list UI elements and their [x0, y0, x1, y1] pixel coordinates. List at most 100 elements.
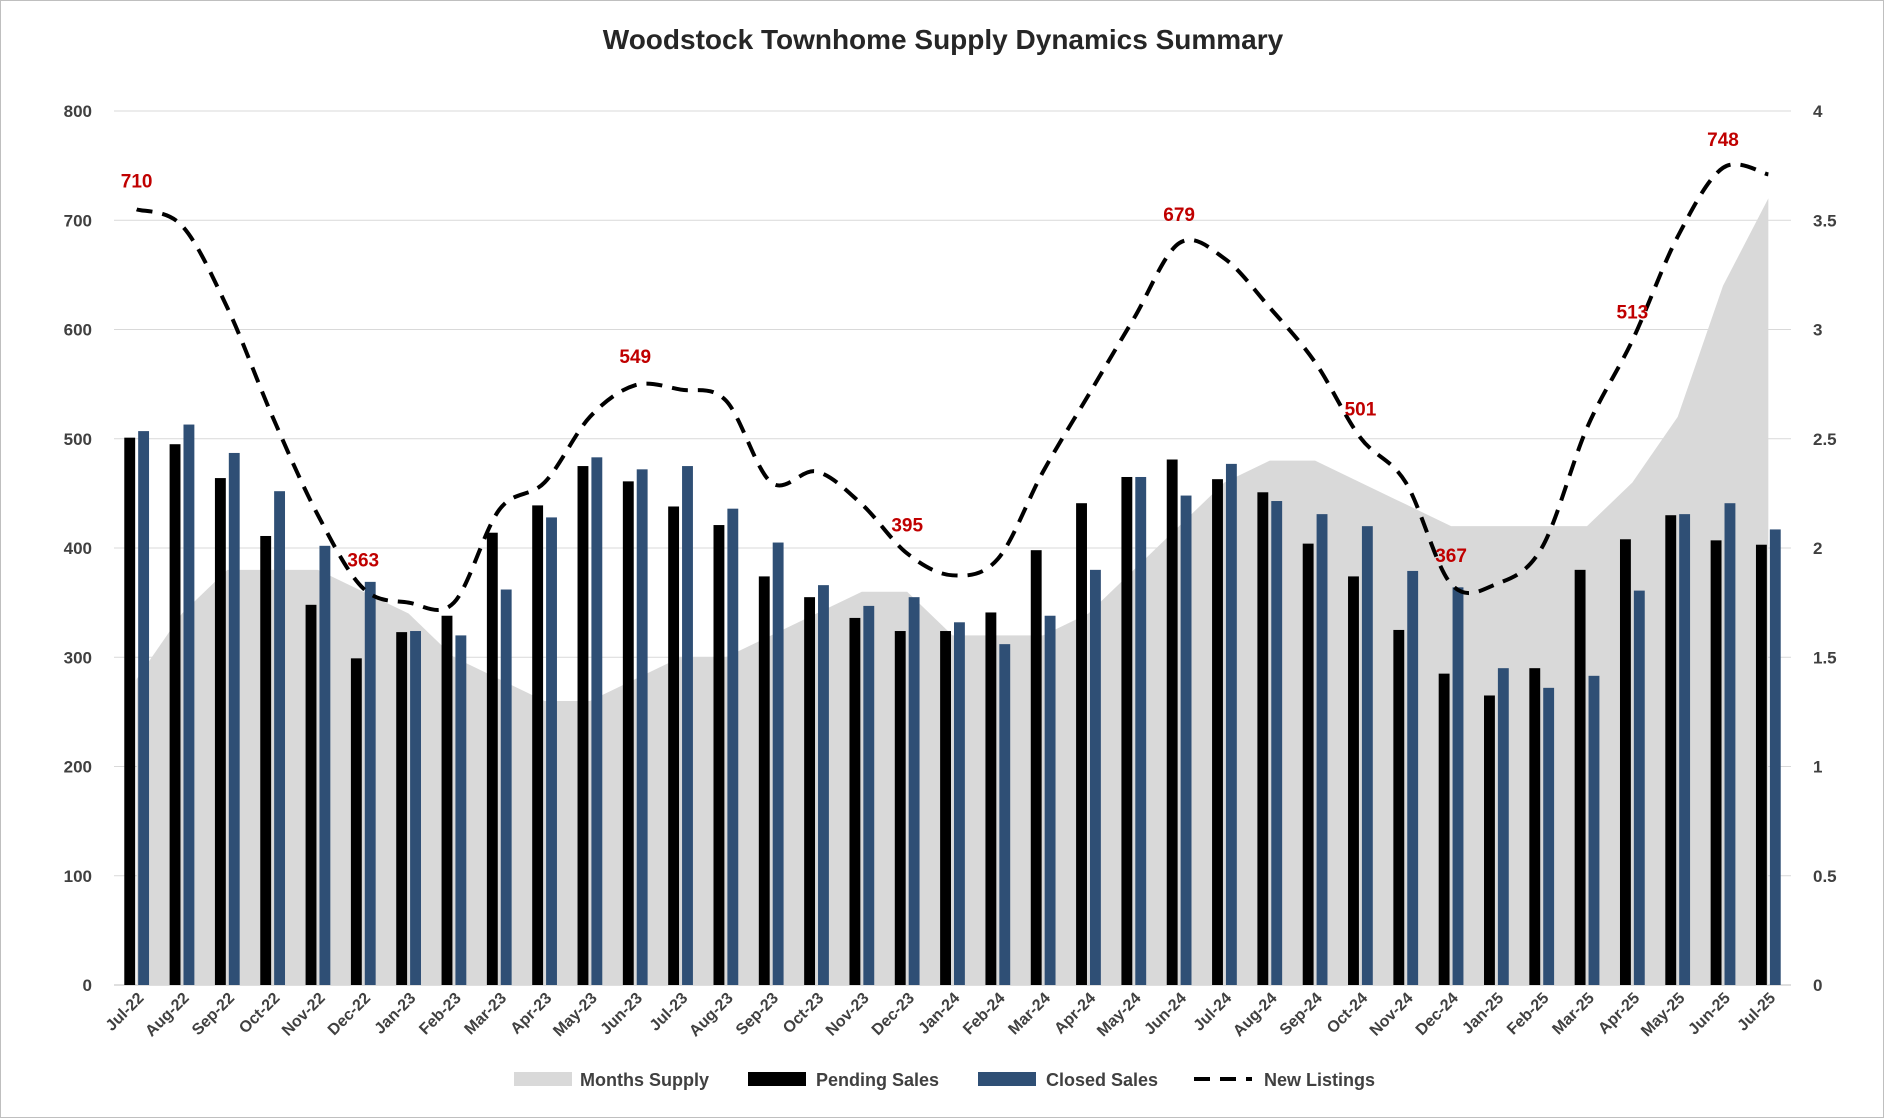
x-tick-label: Mar-24: [1005, 990, 1054, 1039]
y-right-tick-label: 2: [1813, 539, 1822, 558]
closed-sales-bar: [1407, 570, 1419, 985]
pending-sales-bar: [1619, 539, 1631, 985]
closed-sales-bar: [1679, 514, 1691, 985]
y-left-tick-label: 400: [64, 539, 92, 558]
closed-sales-bar: [591, 457, 603, 985]
closed-sales-bar: [682, 466, 693, 985]
closed-sales-bar: [727, 508, 739, 985]
new-listings-data-label: 748: [1707, 130, 1739, 151]
new-listings-line: [135, 162, 1769, 613]
legend-swatch-months-supply: [514, 1072, 572, 1086]
closed-sales-bar: [908, 597, 920, 985]
closed-sales-bar: [863, 605, 875, 985]
pending-sales-bar: [713, 525, 725, 985]
x-tick-label: Jun-23: [598, 990, 647, 1039]
closed-sales-bar: [138, 431, 150, 985]
x-tick-label: Jan-23: [372, 990, 420, 1038]
pending-sales-bar: [214, 478, 226, 985]
pending-sales-bar: [1212, 479, 1223, 985]
x-tick-label: Oct-23: [780, 990, 827, 1037]
closed-sales-bar: [1316, 514, 1328, 985]
pending-sales-bar: [1710, 540, 1722, 985]
months-supply-area: [136, 198, 1769, 985]
y-right-tick-label: 4: [1813, 102, 1823, 121]
x-tick-label: Jul-22: [103, 990, 148, 1035]
x-tick-label: Apr-23: [508, 990, 556, 1038]
x-tick-label: Feb-25: [1504, 990, 1553, 1039]
pending-sales-bar: [532, 505, 544, 985]
pending-sales-bar: [305, 604, 317, 985]
x-tick-label: Oct-24: [1324, 990, 1371, 1037]
x-tick-label: Sep-24: [1277, 990, 1326, 1039]
closed-sales-bar: [546, 517, 557, 985]
x-tick-label: Jun-24: [1141, 990, 1190, 1039]
pending-sales-bar: [894, 631, 906, 985]
closed-sales-bar: [954, 622, 965, 985]
x-tick-label: Nov-22: [279, 990, 329, 1040]
y-left-tick-label: 700: [64, 211, 92, 230]
pending-sales-bar: [396, 632, 408, 985]
x-tick-label: Nov-23: [823, 990, 873, 1040]
y-left-tick-label: 300: [64, 648, 92, 667]
new-listings-line-group: [135, 162, 1769, 613]
pending-sales-bar: [1076, 503, 1087, 985]
pending-sales-bar: [1302, 543, 1314, 985]
legend-swatch-pending-sales: [748, 1072, 806, 1086]
y-right-tick-label: 1.5: [1813, 648, 1837, 667]
x-axis: Jul-22Aug-22Sep-22Oct-22Nov-22Dec-22Jan-…: [103, 990, 1779, 1040]
y-right-tick-label: 3: [1813, 321, 1822, 340]
pending-sales-bar: [1166, 459, 1178, 985]
y-left-tick-label: 100: [64, 867, 92, 886]
x-tick-label: Oct-22: [236, 990, 283, 1037]
y-right-tick-label: 3.5: [1813, 211, 1837, 230]
pending-sales-bar: [1529, 668, 1541, 985]
pending-sales-bar: [1755, 544, 1767, 985]
pending-sales-bar: [849, 617, 861, 985]
new-listings-data-label: 549: [619, 347, 651, 368]
new-listings-data-label: 501: [1345, 400, 1377, 421]
pending-sales-bar: [1030, 550, 1042, 985]
pending-sales-bar: [350, 658, 362, 985]
pending-sales-bar: [1257, 492, 1269, 985]
closed-sales-bar: [500, 589, 512, 985]
pending-sales-bar: [260, 535, 272, 985]
x-tick-label: Sep-22: [189, 990, 238, 1039]
closed-sales-bar: [1452, 587, 1464, 985]
closed-sales-bar: [1633, 590, 1645, 985]
closed-sales-bar: [183, 424, 195, 985]
new-listings-data-label: 513: [1617, 302, 1649, 323]
y-left-tick-label: 0: [83, 976, 92, 995]
closed-sales-bar: [1361, 526, 1373, 985]
x-tick-label: Aug-23: [686, 990, 736, 1040]
pending-sales-bar: [1438, 673, 1450, 985]
closed-sales-bar: [818, 585, 829, 985]
x-tick-label: Jan-24: [915, 990, 963, 1038]
x-tick-label: Dec-23: [869, 990, 918, 1039]
closed-sales-bar: [1543, 687, 1555, 985]
x-tick-label: May-23: [550, 990, 600, 1040]
closed-sales-bar: [364, 581, 376, 985]
pending-sales-bar: [940, 631, 951, 985]
pending-sales-bar: [1393, 629, 1405, 985]
closed-sales-bar: [1135, 476, 1147, 985]
closed-sales-bar: [1724, 503, 1736, 985]
legend-label: Pending Sales: [816, 1070, 939, 1090]
pending-sales-bar: [1665, 515, 1677, 985]
closed-sales-bar: [1044, 615, 1056, 985]
x-tick-label: Aug-24: [1230, 990, 1280, 1040]
legend-label: Closed Sales: [1046, 1070, 1158, 1090]
pending-sales-bar: [985, 612, 997, 985]
x-tick-label: Sep-23: [733, 990, 782, 1039]
x-tick-label: Feb-23: [416, 990, 465, 1039]
pending-sales-bar: [1484, 695, 1495, 985]
closed-sales-bar: [1089, 569, 1101, 985]
legend-swatch-closed-sales: [978, 1072, 1036, 1086]
pending-sales-bar: [1574, 569, 1586, 985]
y-right-tick-label: 0.5: [1813, 867, 1837, 886]
x-tick-label: Jul-23: [647, 990, 692, 1035]
closed-sales-bar: [228, 452, 240, 985]
x-tick-label: Aug-22: [142, 990, 192, 1040]
x-tick-label: Jul-24: [1191, 990, 1236, 1035]
x-tick-label: Jun-25: [1685, 990, 1734, 1039]
